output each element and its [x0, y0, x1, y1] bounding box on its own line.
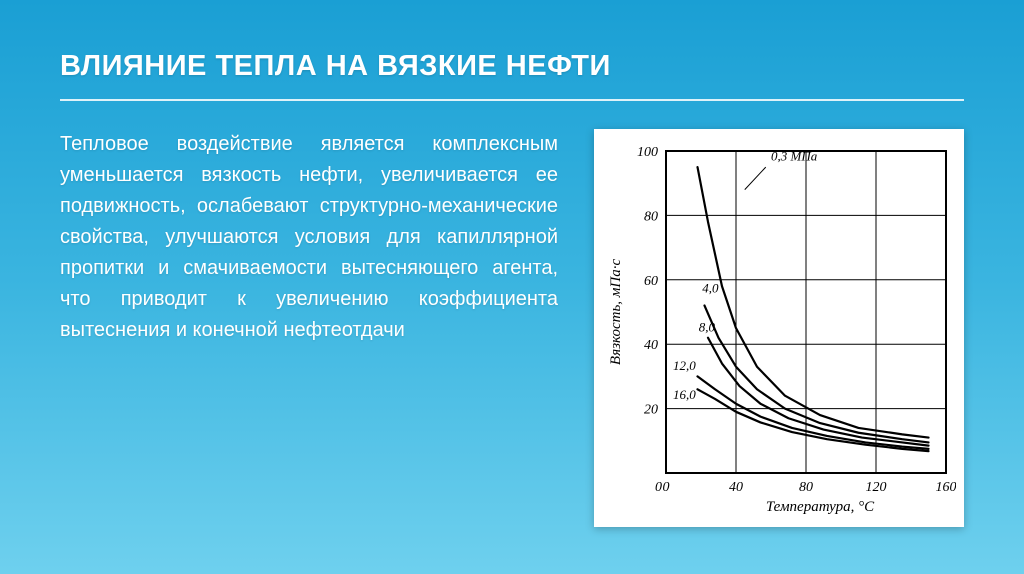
svg-text:40: 40 — [644, 338, 658, 353]
svg-text:120: 120 — [866, 480, 887, 495]
svg-text:4,0: 4,0 — [702, 281, 719, 296]
svg-text:16,0: 16,0 — [673, 387, 696, 402]
svg-text:100: 100 — [637, 145, 658, 160]
svg-text:0,3 МПа: 0,3 МПа — [771, 149, 818, 164]
svg-text:80: 80 — [799, 480, 813, 495]
svg-text:8,0: 8,0 — [699, 319, 716, 334]
svg-text:0: 0 — [663, 480, 670, 495]
svg-text:12,0: 12,0 — [673, 358, 696, 373]
svg-text:160: 160 — [936, 480, 957, 495]
svg-text:60: 60 — [644, 274, 658, 289]
body-text: Тепловое воздействие является комплексны… — [60, 129, 558, 346]
svg-text:20: 20 — [644, 403, 658, 418]
svg-text:40: 40 — [729, 480, 743, 495]
svg-text:Температура, °С: Температура, °С — [766, 499, 875, 515]
content-row: Тепловое воздействие является комплексны… — [60, 129, 964, 527]
slide-title: ВЛИЯНИЕ ТЕПЛА НА ВЯЗКИЕ НЕФТИ — [60, 50, 964, 101]
svg-text:80: 80 — [644, 209, 658, 224]
viscosity-chart: 0 40 80 120 160 20 40 60 80 100 0 Температура, °С Вя… — [594, 129, 964, 527]
svg-text:Вязкость, мПа·с: Вязкость, мПа·с — [608, 259, 624, 366]
svg-text:0: 0 — [655, 480, 662, 495]
